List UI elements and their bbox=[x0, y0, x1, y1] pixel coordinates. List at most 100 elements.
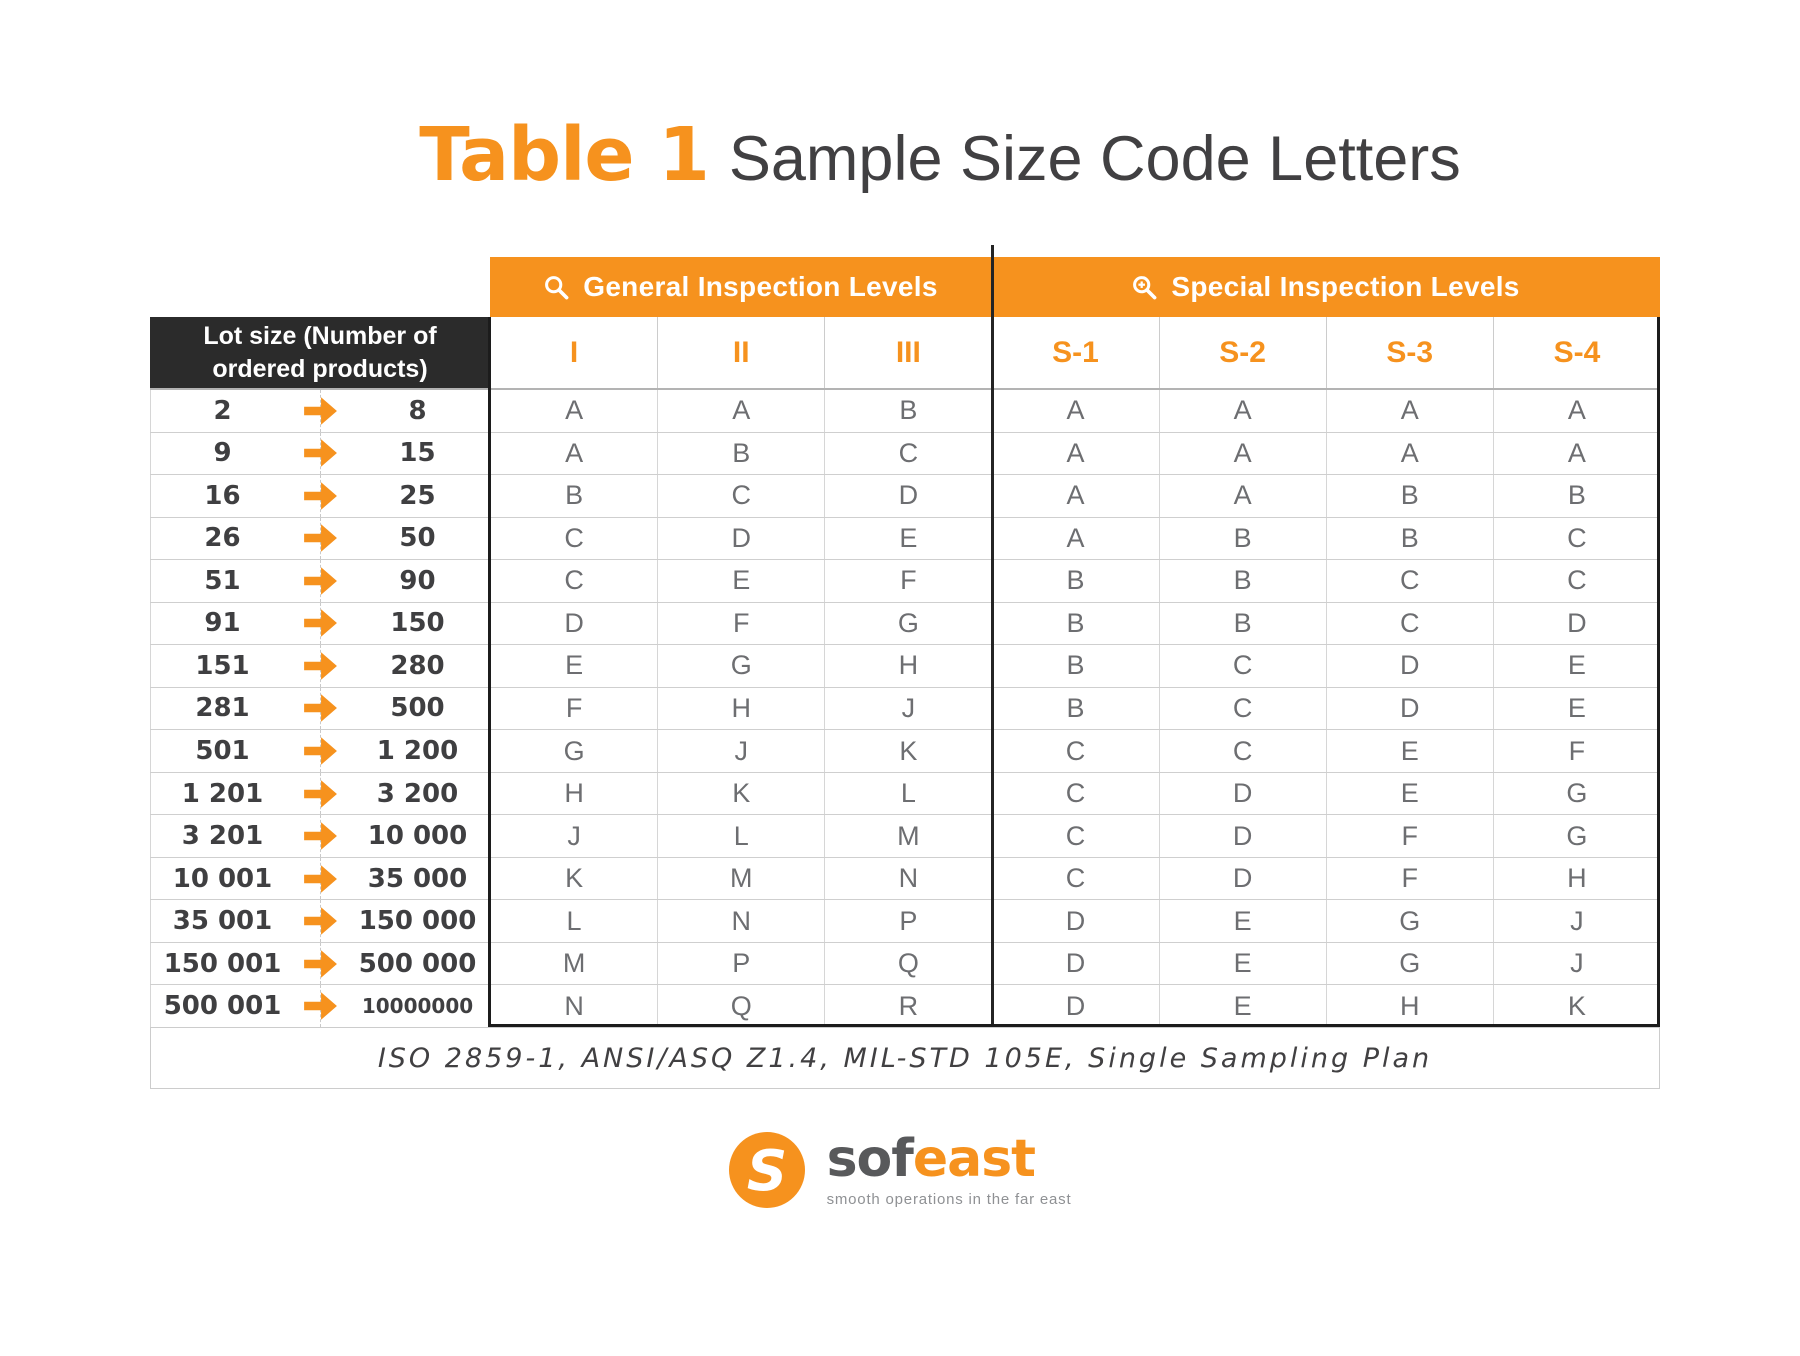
code-cell-S-4: D bbox=[1492, 602, 1660, 645]
code-cell-S-1: A bbox=[991, 390, 1159, 432]
code-cell-S-3: H bbox=[1325, 985, 1493, 1027]
arrow-right-icon bbox=[294, 949, 346, 979]
code-cell-I: G bbox=[490, 730, 658, 772]
lot-to: 280 bbox=[390, 650, 445, 681]
code-cell-S-1: B bbox=[991, 560, 1159, 602]
lot-size-header-line1: Lot size (Number of bbox=[203, 322, 437, 350]
code-cell-S-4: A bbox=[1492, 432, 1660, 475]
code-cell-III: R bbox=[824, 985, 992, 1027]
code-cell-S-2: B bbox=[1158, 560, 1326, 602]
lot-range-cell: 16 25 bbox=[150, 475, 490, 517]
page-title: Table 1 Sample Size Code Letters bbox=[0, 112, 1800, 198]
code-cell-S-2: D bbox=[1158, 772, 1326, 815]
code-cell-S-2: B bbox=[1158, 517, 1326, 560]
arrow-right-icon bbox=[294, 779, 346, 809]
code-cell-S-1: A bbox=[991, 475, 1159, 517]
group-header-special-label: Special Inspection Levels bbox=[1171, 271, 1520, 302]
code-cell-S-4: J bbox=[1492, 900, 1660, 942]
code-cell-I: D bbox=[490, 602, 658, 645]
code-cell-I: A bbox=[490, 432, 658, 475]
table-row: 3 201 10 000 J L M C D F G bbox=[150, 815, 1660, 858]
code-cell-S-3: D bbox=[1325, 687, 1493, 730]
code-cell-S-3: F bbox=[1325, 815, 1493, 857]
footnote-text: ISO 2859-1, ANSI/ASQ Z1.4, MIL-STD 105E,… bbox=[377, 1042, 1433, 1074]
sample-size-code-table: General Inspection Levels Special Inspec… bbox=[150, 245, 1660, 1089]
arrow-right-icon bbox=[294, 651, 346, 681]
lot-range-cell: 9 15 bbox=[150, 432, 490, 475]
code-cell-II: K bbox=[657, 772, 825, 815]
footnote-row: ISO 2859-1, ANSI/ASQ Z1.4, MIL-STD 105E,… bbox=[150, 1027, 1660, 1089]
code-cell-S-1: C bbox=[991, 815, 1159, 857]
logo-tagline: smooth operations in the far east bbox=[826, 1190, 1072, 1208]
code-cell-S-4: C bbox=[1492, 560, 1660, 602]
lot-to: 500 000 bbox=[358, 948, 477, 979]
lot-from: 501 bbox=[195, 736, 250, 767]
code-cell-S-2: E bbox=[1158, 942, 1326, 985]
arrow-right-icon bbox=[294, 523, 346, 553]
code-cell-S-3: G bbox=[1325, 942, 1493, 985]
arrow-right-icon bbox=[294, 736, 346, 766]
code-cell-S-3: E bbox=[1325, 730, 1493, 772]
code-cell-S-3: A bbox=[1325, 390, 1493, 432]
code-cell-I: C bbox=[490, 560, 658, 602]
code-cell-S-1: B bbox=[991, 602, 1159, 645]
title-rest: Sample Size Code Letters bbox=[728, 124, 1461, 194]
divider-general-special-heavy bbox=[991, 245, 994, 1027]
code-cell-S-2: A bbox=[1158, 390, 1326, 432]
code-cell-S-4: H bbox=[1492, 857, 1660, 900]
code-cell-I: B bbox=[490, 475, 658, 517]
code-cell-S-4: C bbox=[1492, 517, 1660, 560]
code-cell-S-1: B bbox=[991, 687, 1159, 730]
arrow-right-icon bbox=[294, 821, 346, 851]
table-row: 10 001 35 000 K M N C D F H bbox=[150, 857, 1660, 901]
code-cell-S-2: C bbox=[1158, 687, 1326, 730]
code-cell-S-3: G bbox=[1325, 900, 1493, 942]
column-header-S-3: S-3 bbox=[1325, 317, 1493, 388]
code-cell-III: L bbox=[824, 772, 992, 815]
code-cell-S-4: K bbox=[1492, 985, 1660, 1027]
column-header-S-4: S-4 bbox=[1492, 317, 1660, 388]
code-cell-S-1: A bbox=[991, 432, 1159, 475]
code-cell-S-4: F bbox=[1492, 730, 1660, 772]
table-row: 16 25 B C D A A B B bbox=[150, 475, 1660, 518]
arrow-right-icon bbox=[294, 481, 346, 511]
lot-to: 150 000 bbox=[358, 906, 477, 937]
code-cell-S-4: B bbox=[1492, 475, 1660, 517]
lot-range-cell: 26 50 bbox=[150, 517, 490, 560]
divider-right-heavy bbox=[1657, 317, 1660, 1027]
lot-to: 3 200 bbox=[376, 778, 459, 809]
zoom-in-icon bbox=[1133, 275, 1157, 299]
arrow-right-icon bbox=[294, 906, 346, 936]
lot-from: 35 001 bbox=[172, 906, 273, 937]
code-cell-S-1: C bbox=[991, 772, 1159, 815]
table-row: 501 1 200 G J K C C E F bbox=[150, 730, 1660, 773]
lot-from: 16 bbox=[204, 480, 241, 511]
code-cell-II: A bbox=[657, 390, 825, 432]
logo-text: sofeast smooth operations in the far eas… bbox=[827, 1133, 1072, 1208]
code-cell-III: H bbox=[824, 645, 992, 687]
code-cell-S-1: C bbox=[991, 857, 1159, 900]
code-cell-S-2: A bbox=[1158, 475, 1326, 517]
divider-bottom-heavy bbox=[488, 1024, 1660, 1027]
lot-from: 500 001 bbox=[163, 991, 282, 1022]
lot-from: 9 bbox=[213, 438, 232, 469]
lot-to: 8 bbox=[408, 395, 427, 426]
code-cell-III: E bbox=[824, 517, 992, 560]
code-cell-II: H bbox=[657, 687, 825, 730]
column-header-II: II bbox=[657, 317, 825, 388]
code-cell-II: E bbox=[657, 560, 825, 602]
sofeast-logo: S sofeast smooth operations in the far e… bbox=[0, 1132, 1800, 1208]
lot-range-cell: 151 280 bbox=[150, 645, 490, 687]
code-cell-S-1: A bbox=[991, 517, 1159, 560]
code-cell-III: C bbox=[824, 432, 992, 475]
lot-from: 150 001 bbox=[163, 948, 282, 979]
code-cell-I: C bbox=[490, 517, 658, 560]
code-cell-S-2: E bbox=[1158, 900, 1326, 942]
code-cell-I: N bbox=[490, 985, 658, 1027]
code-cell-III: J bbox=[824, 687, 992, 730]
logo-wordmark-sof: sof bbox=[826, 1128, 914, 1189]
arrow-right-icon bbox=[294, 608, 346, 638]
lot-from: 1 201 bbox=[181, 778, 264, 809]
